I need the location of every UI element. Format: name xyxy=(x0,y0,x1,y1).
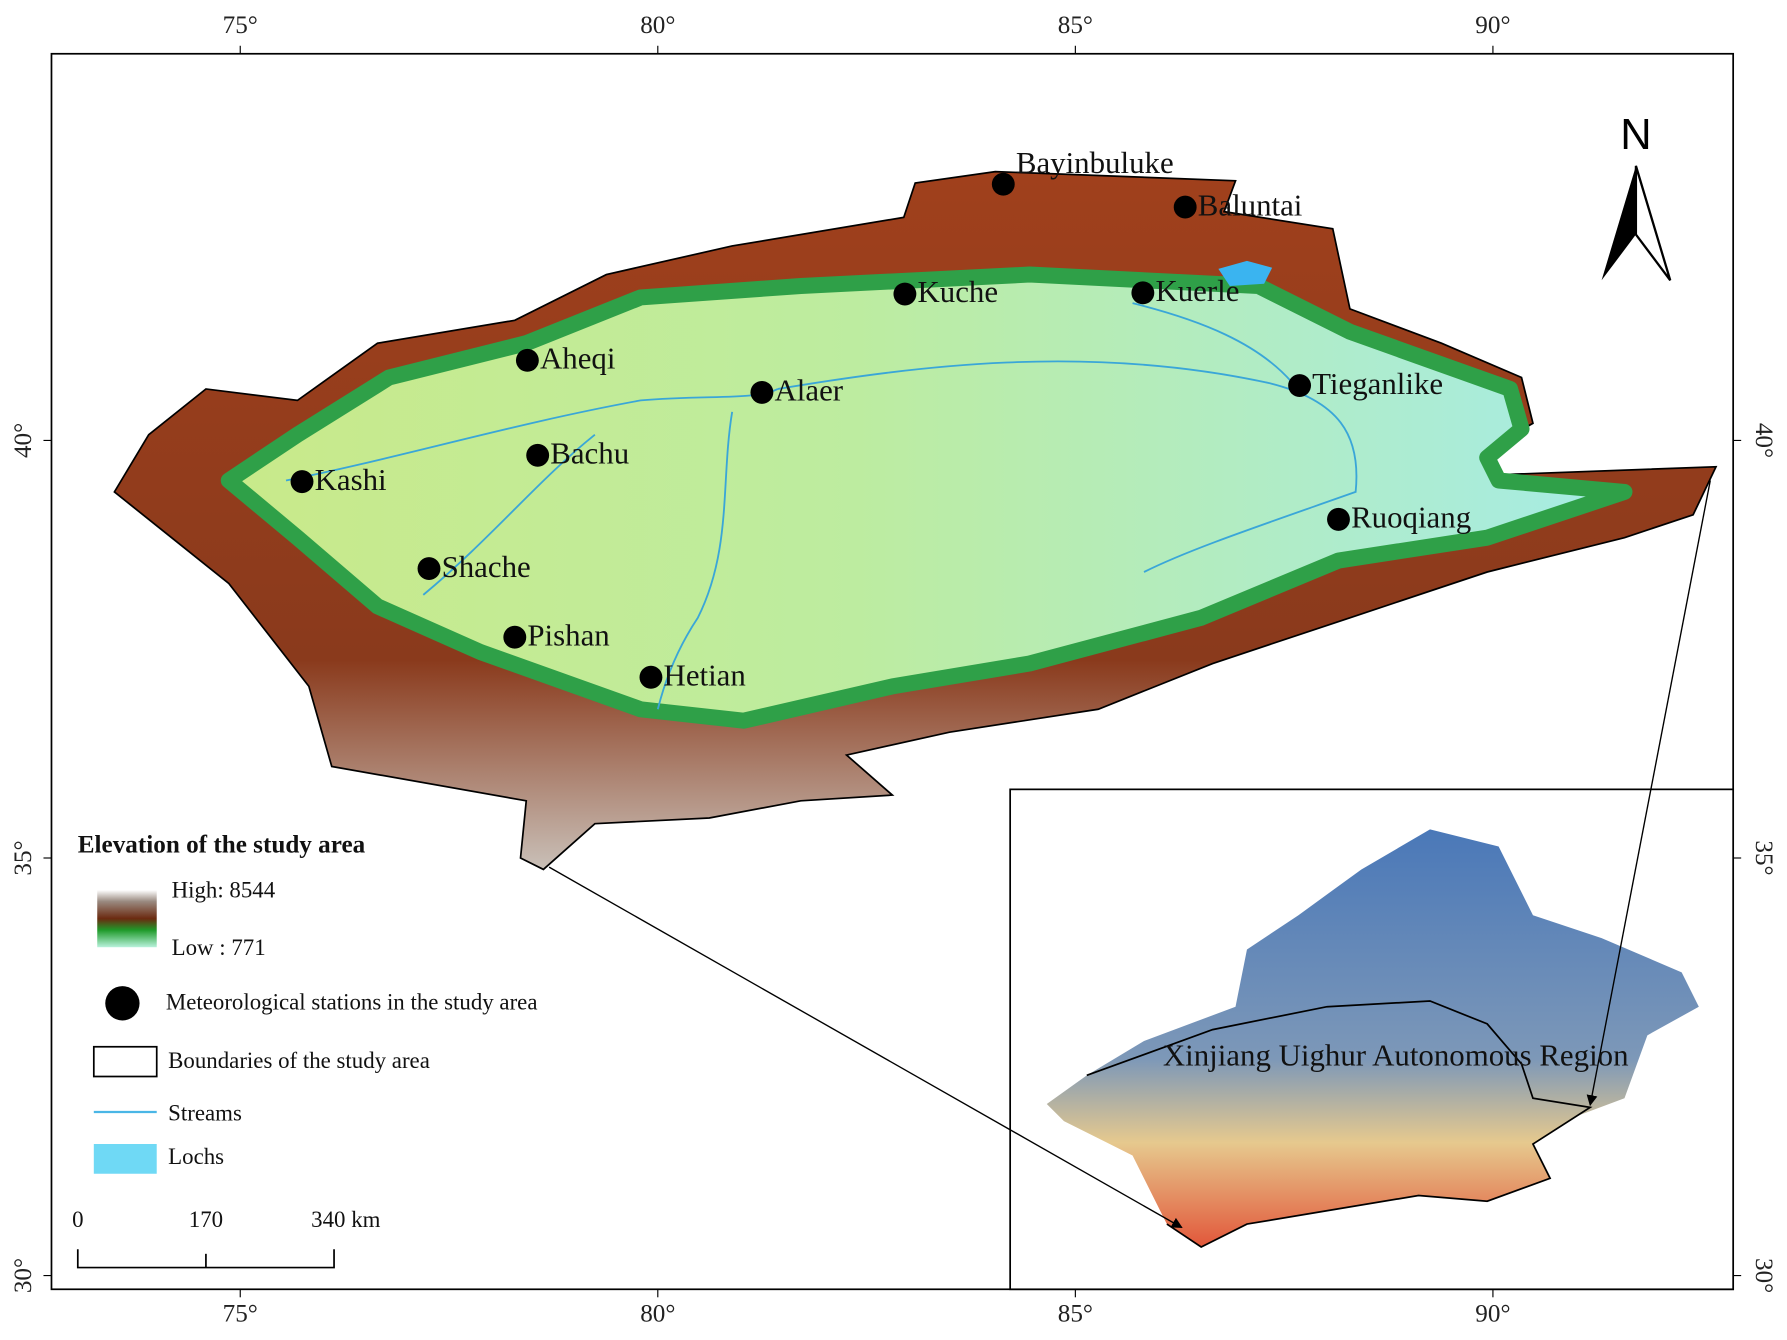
scale-label: 340 km xyxy=(311,1207,380,1232)
station xyxy=(290,470,314,494)
legend-boundaries: Boundaries of the study area xyxy=(168,1048,430,1073)
station-label: Alaer xyxy=(774,373,843,408)
station xyxy=(1131,281,1155,305)
inset-label: Xinjiang Uighur Autonomous Region xyxy=(1163,1037,1629,1072)
lon-label: 75° xyxy=(223,12,258,39)
station-label: Hetian xyxy=(664,657,746,692)
legend-title: Elevation of the study area xyxy=(78,831,366,858)
station xyxy=(893,282,917,306)
lon-label: 90° xyxy=(1475,12,1510,39)
station-label: Shache xyxy=(442,549,531,584)
loch xyxy=(1218,260,1273,286)
legend-elevation-ramp xyxy=(97,890,157,948)
station-label: Kuche xyxy=(917,274,998,309)
station xyxy=(1173,195,1197,219)
lat-label: 35° xyxy=(1750,840,1777,875)
streams xyxy=(285,302,1358,710)
legend-low: Low : 771 xyxy=(172,935,266,960)
legend-loch-symbol xyxy=(93,1144,157,1174)
legend-streams: Streams xyxy=(168,1101,242,1126)
lon-label: 85° xyxy=(1058,12,1093,39)
pointer-arrow xyxy=(548,866,1183,1229)
station-label: Aheqi xyxy=(540,341,615,376)
lat-label: 35° xyxy=(10,840,37,875)
station xyxy=(750,380,774,404)
study-area-inset xyxy=(1086,1000,1593,1248)
legend-boundary-symbol xyxy=(92,1045,158,1078)
station-label: Tieganlike xyxy=(1312,366,1443,401)
lon-label: 75° xyxy=(223,1300,258,1327)
legend-high: High: 8544 xyxy=(172,878,276,903)
lat-label: 40° xyxy=(10,423,37,458)
legend-station-symbol xyxy=(105,986,140,1021)
station xyxy=(639,665,663,689)
station xyxy=(515,348,539,372)
station-label: Pishan xyxy=(527,617,609,652)
station xyxy=(526,443,550,467)
scale-label: 0 xyxy=(72,1207,83,1232)
lat-label: 30° xyxy=(10,1258,37,1293)
station xyxy=(991,172,1015,196)
scale-label: 170 xyxy=(189,1207,223,1232)
station-label: Bayinbuluke xyxy=(1016,145,1174,180)
north-arrow xyxy=(1601,165,1636,281)
map-layer: Xinjiang Uighur Autonomous Region N Elev… xyxy=(10,12,1777,1327)
station xyxy=(417,557,441,581)
lat-label: 30° xyxy=(1750,1258,1777,1293)
station xyxy=(1288,374,1312,397)
lon-label: 90° xyxy=(1475,1300,1510,1327)
legend-stations: Meteorological stations in the study are… xyxy=(166,990,538,1015)
lon-label: 80° xyxy=(640,12,675,39)
lon-label: 85° xyxy=(1058,1300,1093,1327)
station-label: Kashi xyxy=(315,462,387,497)
lat-label: 40° xyxy=(1750,423,1777,458)
station-label: Bachu xyxy=(550,436,629,471)
station-label: Ruoqiang xyxy=(1351,500,1471,535)
xinjiang xyxy=(1046,829,1699,1247)
pointer-arrow xyxy=(1586,480,1711,1107)
station xyxy=(1327,507,1350,531)
station-label: Kuerle xyxy=(1155,273,1239,308)
north-arrow xyxy=(1634,165,1672,281)
basin xyxy=(220,266,1633,729)
station-label: Baluntai xyxy=(1198,187,1303,222)
station xyxy=(503,625,527,649)
lon-label: 80° xyxy=(640,1300,675,1327)
legend-lochs: Lochs xyxy=(168,1144,224,1169)
north-label: N xyxy=(1620,111,1651,159)
